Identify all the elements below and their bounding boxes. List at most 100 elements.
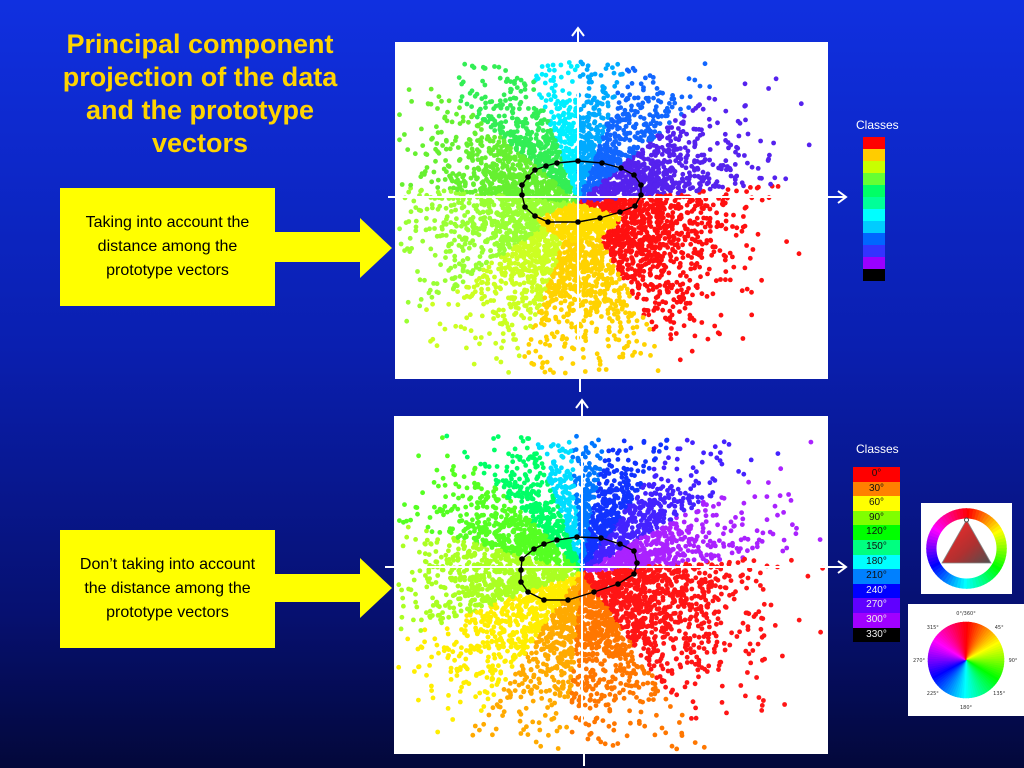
data-point bbox=[499, 144, 504, 150]
data-point bbox=[610, 95, 616, 100]
data-point bbox=[518, 88, 524, 94]
data-point bbox=[698, 182, 703, 188]
data-point bbox=[650, 80, 656, 85]
data-point bbox=[646, 312, 652, 318]
data-point bbox=[507, 216, 513, 222]
data-point bbox=[693, 203, 698, 209]
data-point bbox=[638, 176, 644, 181]
data-point bbox=[627, 184, 633, 190]
data-point bbox=[491, 281, 497, 287]
data-point bbox=[514, 85, 520, 90]
data-point bbox=[558, 292, 563, 298]
data-point bbox=[735, 118, 741, 124]
data-point bbox=[705, 271, 710, 277]
data-point bbox=[509, 322, 515, 328]
data-point bbox=[558, 62, 564, 68]
data-point bbox=[670, 132, 676, 137]
data-point bbox=[443, 233, 449, 238]
data-point bbox=[420, 238, 426, 244]
data-point bbox=[684, 210, 690, 215]
data-point bbox=[458, 324, 464, 330]
data-point bbox=[566, 125, 572, 130]
data-point bbox=[553, 82, 558, 88]
data-point bbox=[450, 286, 456, 292]
data-point bbox=[677, 214, 682, 220]
data-point bbox=[539, 365, 545, 370]
data-point bbox=[552, 243, 558, 249]
data-point bbox=[520, 123, 526, 129]
data-point bbox=[462, 222, 468, 227]
data-point bbox=[630, 353, 635, 358]
data-point bbox=[559, 355, 564, 361]
data-point bbox=[611, 333, 617, 338]
data-point bbox=[466, 200, 472, 206]
data-point bbox=[561, 200, 567, 205]
data-point bbox=[435, 106, 440, 111]
data-point bbox=[609, 276, 614, 282]
yellow-arrow-top bbox=[275, 218, 392, 278]
data-point bbox=[757, 175, 763, 181]
data-point bbox=[631, 311, 637, 316]
data-point bbox=[478, 335, 484, 340]
data-point bbox=[692, 173, 697, 179]
data-point bbox=[462, 241, 468, 247]
data-point bbox=[526, 181, 532, 187]
data-point bbox=[486, 191, 492, 197]
data-point bbox=[586, 182, 592, 187]
data-point bbox=[641, 307, 647, 313]
data-point bbox=[707, 206, 713, 212]
data-point bbox=[439, 98, 444, 104]
data-point bbox=[434, 141, 440, 146]
data-point bbox=[640, 147, 645, 153]
data-point bbox=[471, 203, 477, 209]
data-point bbox=[528, 136, 534, 142]
data-point bbox=[692, 144, 697, 150]
data-point bbox=[511, 95, 517, 101]
data-point bbox=[592, 119, 598, 125]
data-point bbox=[671, 172, 677, 178]
data-point bbox=[655, 133, 660, 139]
data-point bbox=[620, 71, 625, 77]
data-point bbox=[604, 122, 610, 128]
data-point bbox=[649, 319, 655, 325]
data-point bbox=[439, 226, 445, 232]
data-point bbox=[566, 60, 572, 65]
data-point bbox=[629, 160, 634, 165]
data-point bbox=[503, 265, 508, 271]
data-point bbox=[673, 180, 679, 186]
data-point bbox=[533, 266, 539, 271]
data-point bbox=[453, 323, 459, 329]
data-point bbox=[698, 274, 703, 280]
data-point bbox=[678, 106, 683, 112]
data-point bbox=[507, 236, 513, 242]
data-point bbox=[475, 157, 481, 162]
scatter-top bbox=[395, 59, 828, 379]
data-point bbox=[453, 207, 458, 213]
data-point bbox=[638, 350, 644, 356]
data-point bbox=[558, 101, 564, 107]
data-point bbox=[525, 276, 531, 282]
data-point bbox=[623, 123, 629, 129]
data-point bbox=[547, 184, 552, 190]
data-point bbox=[659, 202, 664, 208]
data-point bbox=[492, 128, 498, 133]
data-point bbox=[581, 355, 586, 360]
data-point bbox=[473, 335, 478, 341]
data-point bbox=[645, 308, 651, 313]
data-point bbox=[507, 301, 513, 307]
data-point bbox=[662, 200, 668, 206]
data-point bbox=[660, 307, 666, 313]
data-point bbox=[707, 229, 713, 234]
data-point bbox=[768, 181, 773, 187]
data-point bbox=[545, 227, 551, 233]
data-point bbox=[483, 162, 489, 168]
data-point bbox=[550, 292, 556, 298]
data-point bbox=[640, 315, 646, 320]
data-point bbox=[657, 245, 663, 251]
data-point bbox=[424, 152, 430, 157]
data-point bbox=[634, 318, 640, 324]
data-point bbox=[527, 189, 533, 194]
data-point bbox=[647, 326, 652, 332]
data-point bbox=[506, 202, 511, 208]
data-point bbox=[682, 237, 688, 243]
